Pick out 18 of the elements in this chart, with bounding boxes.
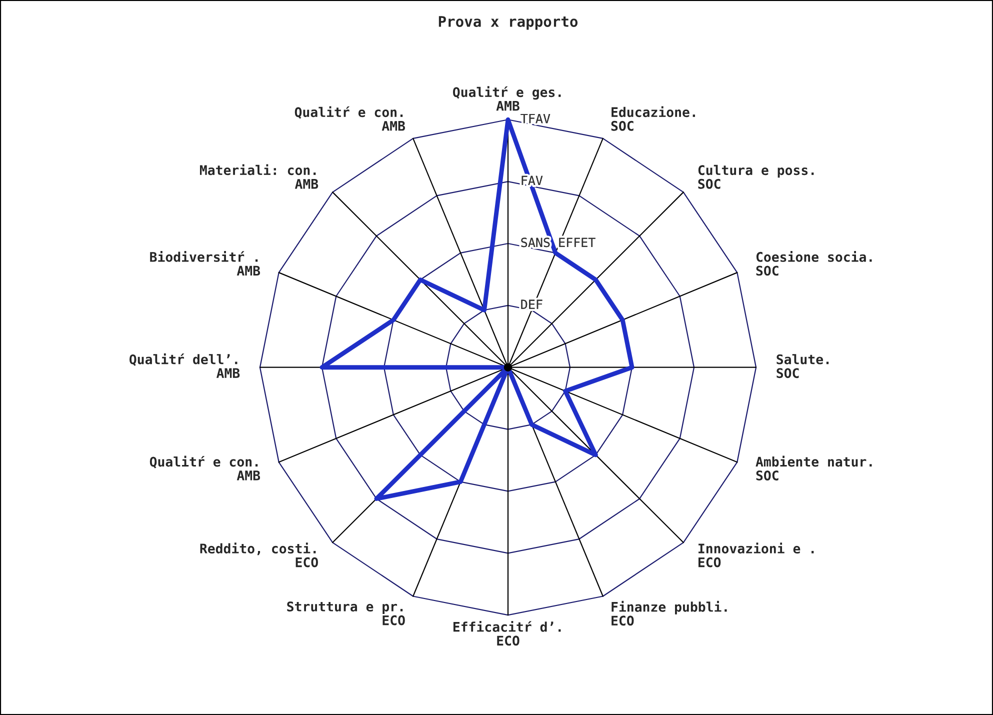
spoke-label: Reddito, costi. ECO: [200, 542, 318, 568]
spoke-label: Qualitŕ e con. AMB: [294, 106, 406, 131]
chart-title: Prova x rapporto: [438, 16, 578, 30]
spoke-label: Efficacitŕ d’. ECO: [453, 620, 561, 646]
spoke-label: Qualitŕ e ges. AMB: [452, 86, 561, 111]
y-tick-label: TFAV: [520, 114, 550, 124]
spoke-label: Cultura e poss. SOC: [698, 164, 814, 189]
spoke-label: Finanze pubbli. ECO: [612, 600, 727, 626]
spoke-label: Innovazioni e . ECO: [698, 542, 814, 568]
spoke-label: Ambiente natur. SOC: [756, 456, 872, 480]
spoke-label: Biodiversitŕ . AMB: [150, 250, 260, 276]
spoke-label: Qualitŕ dell’. AMB: [130, 353, 240, 378]
spoke-label: Salute. SOC: [776, 354, 829, 378]
spoke-label: Educazione. SOC: [611, 106, 695, 131]
spoke-label: Struttura e pr. ECO: [287, 602, 405, 626]
spoke-label: Materiali: con. AMB: [200, 164, 318, 189]
spoke-label: Coesione socia. SOC: [756, 250, 872, 276]
spoke-label: Qualitŕ e con. AMB: [150, 456, 260, 480]
